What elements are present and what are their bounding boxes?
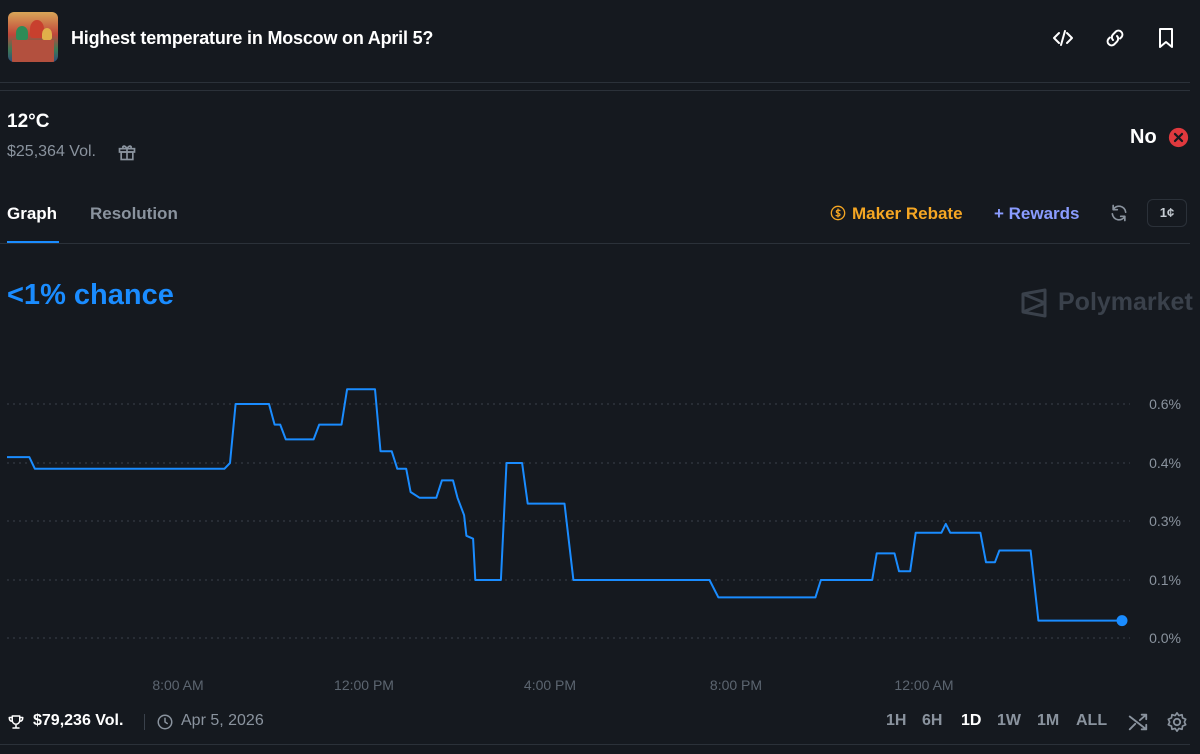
dollar-coin-icon [830, 205, 846, 221]
divider [0, 82, 1190, 83]
shuffle-icon[interactable] [1127, 711, 1149, 733]
tab-graph[interactable]: Graph [7, 204, 58, 223]
divider [144, 714, 145, 730]
price-chart[interactable]: 0.6% 0.4% 0.3% 0.1% 0.0% 8:00 AM 12:00 PM 4:00 … [0, 360, 1200, 700]
outcome-volume: $25,364 Vol. [7, 143, 96, 160]
current-point-marker [1116, 615, 1128, 627]
range-1h[interactable]: 1H [886, 712, 907, 729]
embed-icon[interactable] [1051, 26, 1075, 50]
link-icon[interactable] [1103, 26, 1127, 50]
outcome-label: 12°C [7, 111, 50, 132]
polymarket-logo-icon [1021, 288, 1047, 318]
rewards-button[interactable]: + Rewards [994, 204, 1080, 223]
divider [0, 90, 1190, 91]
tab-resolution[interactable]: Resolution [90, 204, 178, 223]
chance-value: <1% chance [7, 279, 174, 311]
range-6h[interactable]: 6H [922, 712, 943, 729]
divider [0, 243, 1190, 244]
total-volume: $79,236 Vol. [33, 712, 124, 729]
y-tick-label: 0.3% [1149, 513, 1181, 529]
refresh-icon[interactable] [1109, 203, 1129, 223]
close-circle-icon [1168, 127, 1189, 148]
range-1m[interactable]: 1M [1037, 712, 1060, 729]
side-label: No [1130, 126, 1157, 148]
range-all[interactable]: ALL [1076, 712, 1108, 729]
x-tick-label: 4:00 PM [524, 677, 576, 693]
x-tick-label: 12:00 AM [894, 677, 953, 693]
clock-icon [157, 714, 173, 730]
end-date: Apr 5, 2026 [181, 712, 264, 729]
x-tick-label: 12:00 PM [334, 677, 394, 693]
x-tick-label: 8:00 PM [710, 677, 762, 693]
polymarket-brand: Polymarket [1058, 288, 1193, 316]
y-tick-label: 0.1% [1149, 572, 1181, 588]
y-tick-label: 0.0% [1149, 630, 1181, 646]
trophy-icon [8, 715, 24, 729]
y-tick-label: 0.6% [1149, 396, 1181, 412]
series-line [7, 388, 1122, 622]
market-thumbnail [8, 12, 58, 62]
settings-gear-icon[interactable] [1166, 711, 1188, 733]
market-title: Highest temperature in Moscow on April 5… [71, 28, 434, 48]
divider [0, 744, 1190, 745]
market-header: Highest temperature in Moscow on April 5… [0, 0, 1200, 82]
y-tick-label: 0.4% [1149, 455, 1181, 471]
maker-rebate-button[interactable]: Maker Rebate [830, 204, 963, 224]
bookmark-icon[interactable] [1154, 26, 1178, 50]
chart-footer: $79,236 Vol. Apr 5, 2026 1H 6H 1D 1W 1M … [0, 704, 1200, 740]
active-tab-indicator [7, 241, 59, 243]
x-tick-label: 8:00 AM [152, 677, 203, 693]
range-1d[interactable]: 1D [961, 712, 982, 729]
range-1w[interactable]: 1W [997, 712, 1021, 729]
gift-icon[interactable] [117, 142, 137, 162]
price-unit-toggle[interactable]: 1¢ [1147, 199, 1187, 227]
maker-rebate-label: Maker Rebate [852, 204, 963, 223]
